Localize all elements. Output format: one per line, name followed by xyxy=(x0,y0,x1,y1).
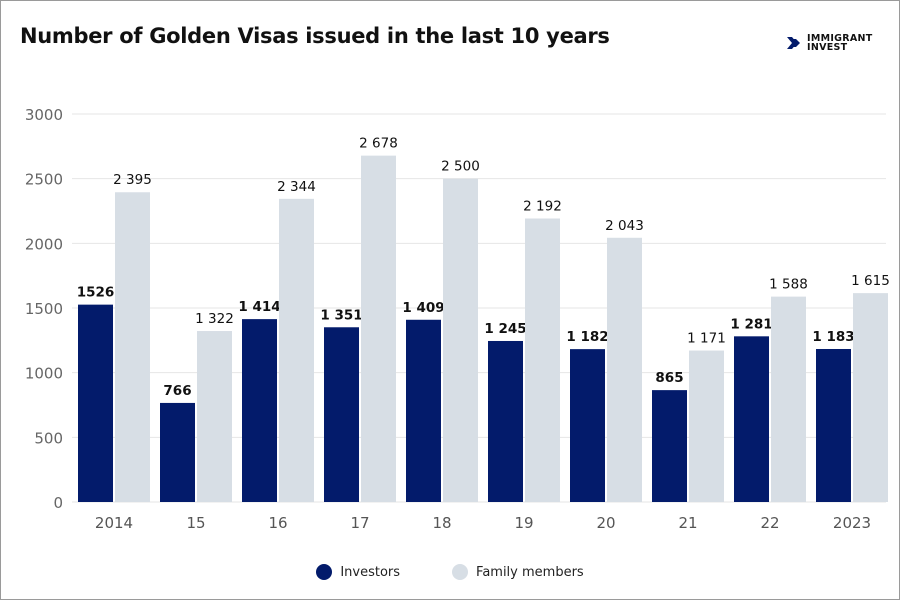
logo-line2: INVEST xyxy=(807,42,848,53)
y-tick-label: 1000 xyxy=(25,365,63,383)
x-tick-label: 19 xyxy=(514,514,533,532)
y-tick-label: 2500 xyxy=(25,171,63,189)
bar-investors xyxy=(652,390,687,502)
x-tick-label: 17 xyxy=(350,514,369,532)
data-label-family: 1 588 xyxy=(769,277,808,293)
bar-investors xyxy=(734,336,769,502)
x-tick-label: 16 xyxy=(268,514,287,532)
data-label-investors: 1526 xyxy=(77,285,115,301)
bar-family xyxy=(361,155,396,503)
bar-investors xyxy=(816,348,851,502)
double-chevron-logo-icon xyxy=(787,37,800,49)
legend: Investors Family members xyxy=(0,564,900,580)
data-label-family: 1 171 xyxy=(687,331,726,347)
x-tick-label: 22 xyxy=(760,514,779,532)
bar-family xyxy=(689,350,724,502)
x-tick-label: 20 xyxy=(596,514,615,532)
data-label-investors: 1 414 xyxy=(238,299,280,315)
legend-item-family: Family members xyxy=(452,564,584,580)
legend-swatch-family xyxy=(452,564,469,580)
bar-investors xyxy=(324,327,359,502)
data-label-investors: 1 351 xyxy=(320,307,362,323)
data-label-family: 2 192 xyxy=(523,199,562,215)
data-label-investors: 1 245 xyxy=(484,321,526,337)
legend-label-family: Family members xyxy=(476,564,584,580)
legend-item-investors: Investors xyxy=(316,564,400,580)
bar-family xyxy=(525,218,560,502)
bar-investors xyxy=(406,319,441,502)
bar-family xyxy=(279,198,314,503)
y-tick-label: 3000 xyxy=(25,106,63,124)
bar-investors xyxy=(78,304,113,502)
y-tick-label: 1500 xyxy=(25,300,63,318)
legend-swatch-investors xyxy=(316,564,333,580)
bar-family xyxy=(771,296,806,502)
data-label-family: 2 344 xyxy=(277,179,316,195)
bar-investors xyxy=(242,319,277,502)
data-label-family: 2 500 xyxy=(441,159,480,175)
data-label-family: 1 615 xyxy=(851,273,890,289)
bar-family xyxy=(115,192,150,502)
bar-family xyxy=(853,293,888,502)
data-label-investors: 1 409 xyxy=(402,300,444,316)
bar-investors xyxy=(488,340,523,502)
data-label-family: 2 678 xyxy=(359,136,398,152)
x-tick-label: 2014 xyxy=(95,514,133,532)
x-tick-label: 18 xyxy=(432,514,451,532)
x-tick-label: 15 xyxy=(186,514,205,532)
bar-family xyxy=(607,237,642,502)
logo: IMMIGRANT INVEST xyxy=(786,34,873,52)
data-label-investors: 1 182 xyxy=(566,329,608,345)
data-label-investors: 766 xyxy=(163,383,191,399)
bar-family xyxy=(443,178,478,502)
data-label-family: 1 322 xyxy=(195,311,234,327)
data-label-investors: 865 xyxy=(655,370,683,386)
y-tick-label: 2000 xyxy=(25,235,63,253)
data-label-family: 2 043 xyxy=(605,218,644,234)
y-tick-label: 500 xyxy=(34,429,63,447)
x-tick-label: 21 xyxy=(678,514,697,532)
legend-label-investors: Investors xyxy=(340,564,401,580)
chart-title: Number of Golden Visas issued in the las… xyxy=(20,24,610,48)
bar-family xyxy=(197,331,232,502)
x-tick-label: 2023 xyxy=(833,514,871,532)
y-tick-label: 0 xyxy=(53,494,63,512)
bar-investors xyxy=(160,402,195,502)
data-label-investors: 1 281 xyxy=(730,316,772,332)
data-label-family: 2 395 xyxy=(113,172,152,188)
logo-line1: IMMIGRANT xyxy=(807,33,873,44)
data-label-investors: 1 183 xyxy=(812,329,854,345)
bar-investors xyxy=(570,349,605,502)
